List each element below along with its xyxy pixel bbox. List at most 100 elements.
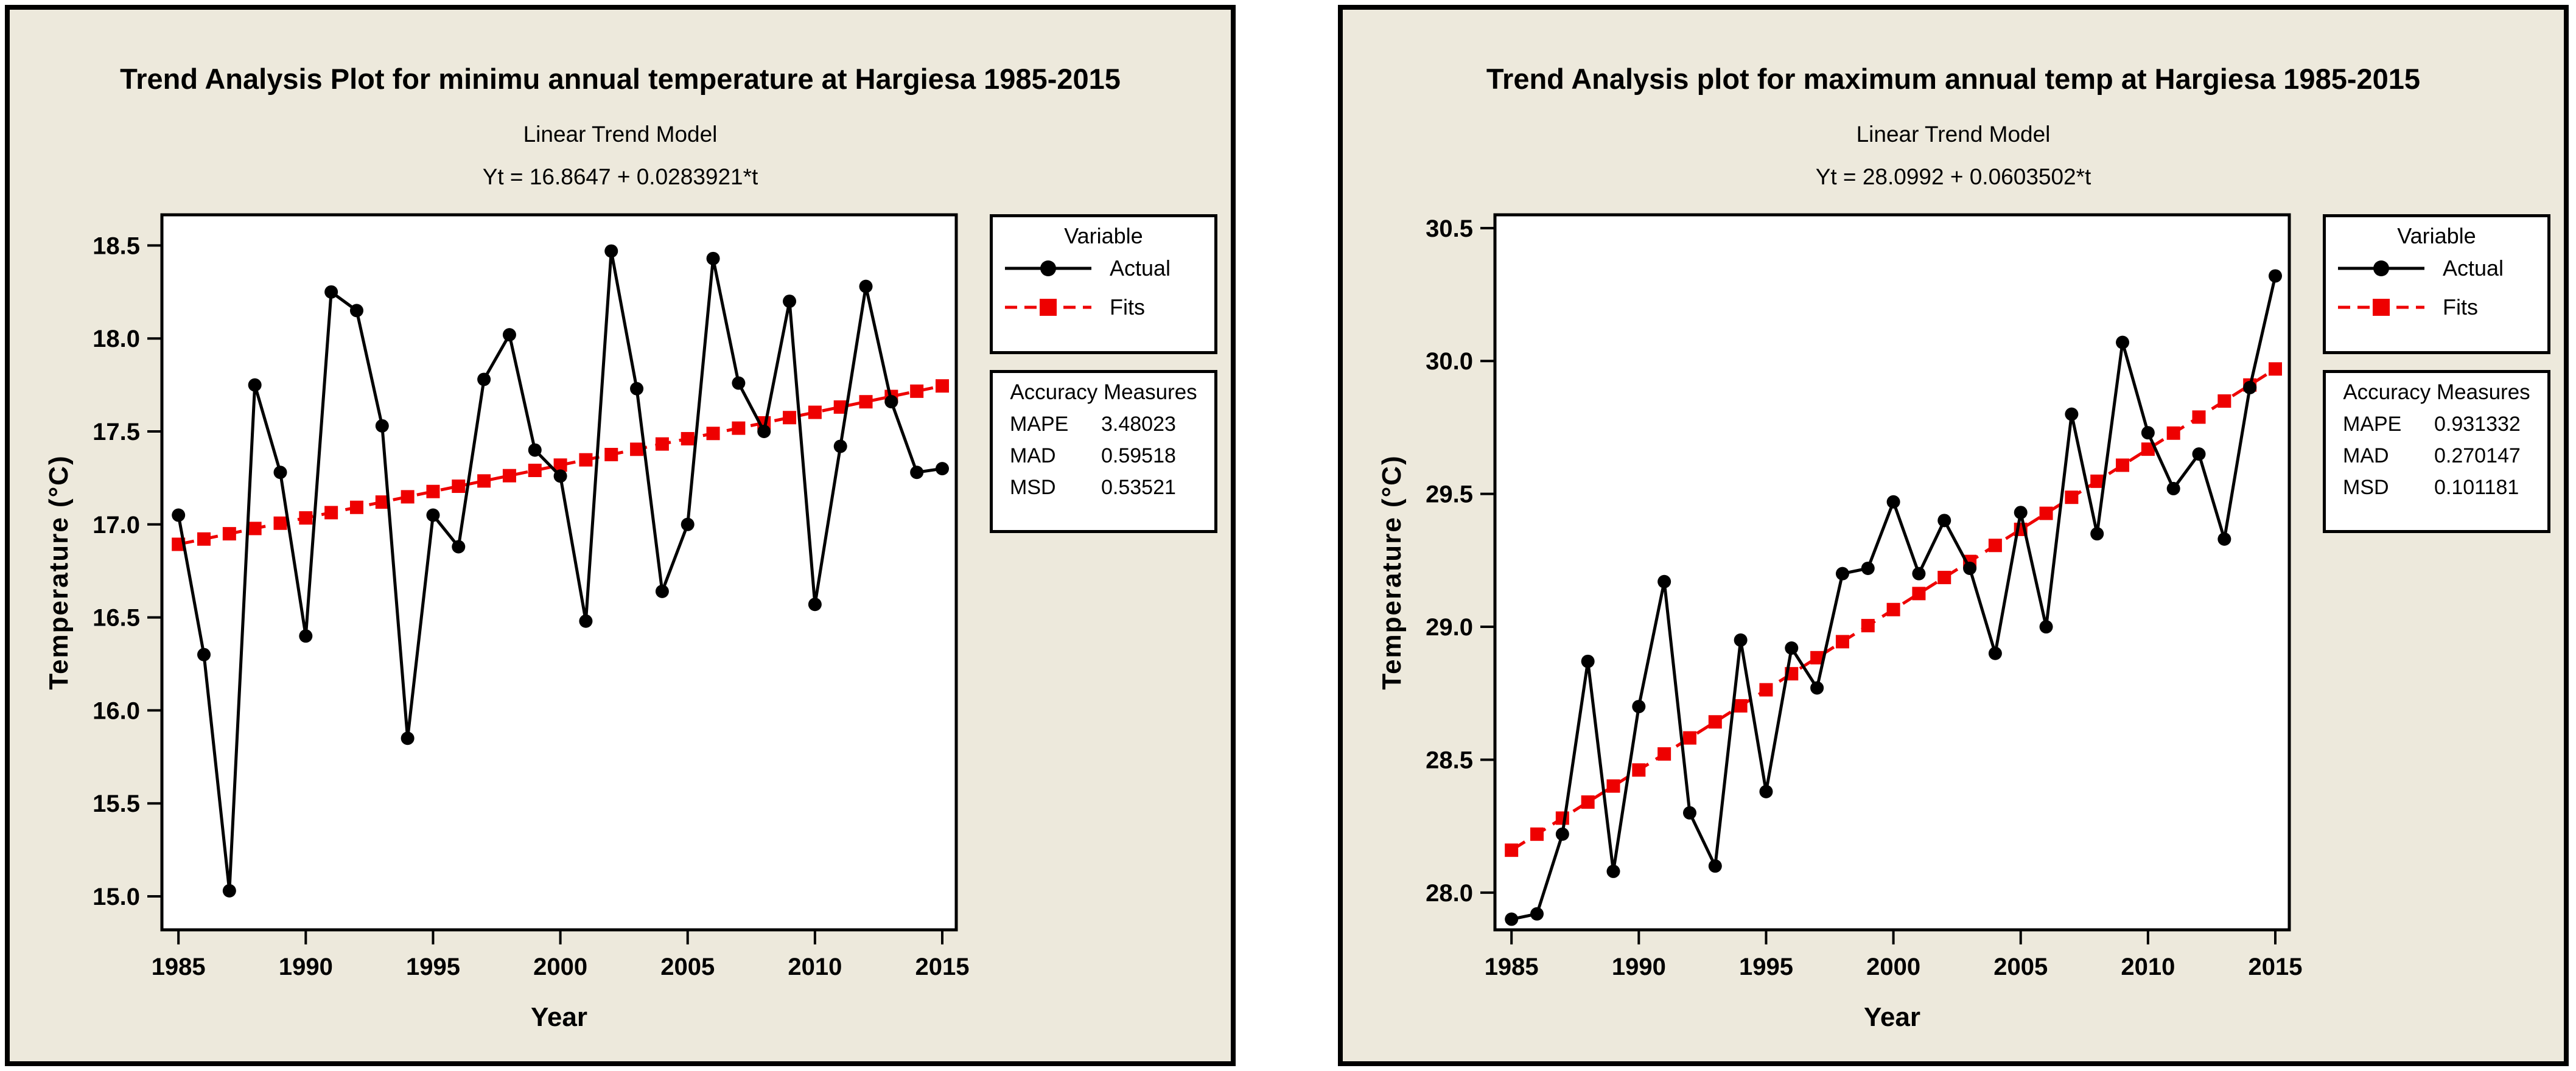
data-point: [706, 251, 720, 265]
data-point: [808, 598, 822, 612]
measure-name: MAPE: [2343, 413, 2402, 436]
fit-point: [324, 506, 338, 520]
fit-point: [2039, 506, 2053, 520]
fit-point: [248, 522, 262, 536]
measure-name: MSD: [1010, 476, 1056, 499]
data-point: [732, 376, 746, 390]
data-point: [2014, 506, 2028, 520]
data-point: [2192, 447, 2206, 461]
data-point: [273, 466, 287, 480]
data-point: [1988, 646, 2002, 660]
x-tick-label: 2010: [788, 954, 842, 980]
data-point: [452, 540, 466, 554]
fit-point: [1988, 539, 2002, 553]
data-point: [2243, 380, 2257, 394]
data-point: [1734, 633, 1748, 647]
accuracy-row-mape: MAPE 3.48023: [993, 405, 1214, 436]
fit-point: [681, 431, 695, 445]
fit-point: [1682, 731, 1696, 745]
fit-point: [1861, 619, 1875, 633]
data-point: [579, 614, 593, 628]
data-point: [401, 731, 415, 745]
fit-point: [630, 442, 644, 456]
fit-point: [2192, 410, 2206, 424]
data-point: [2090, 527, 2104, 541]
plot-area: [162, 215, 956, 930]
data-point: [1912, 567, 1926, 581]
panel-min-temp-chart: 18.5 18.0 17.5 17.0 16.5 16.0 15.5 15.0 1985 1990…: [5, 5, 1236, 1066]
fit-point: [1912, 587, 1926, 601]
fit-point: [299, 511, 313, 525]
page-title: Trend Analysis plot for maximum annual t…: [1486, 63, 2421, 95]
x-tick-label: 2005: [1993, 954, 2048, 980]
accuracy-row-msd: MSD 0.101181: [2326, 468, 2547, 500]
data-point: [426, 508, 440, 522]
max-temp-plot: 30.5 30.0 29.5 29.0 28.5 28.0 1985 1990 1995 2000…: [1377, 213, 2302, 1032]
data-point: [299, 629, 313, 643]
data-point: [1505, 912, 1519, 926]
data-point: [375, 419, 389, 433]
fit-point: [808, 405, 822, 419]
x-tick-label: 1995: [1739, 954, 1793, 980]
y-tick-label: 15.0: [93, 884, 140, 910]
fit-point: [833, 400, 847, 414]
data-point: [935, 462, 949, 476]
x-tick-label: 2000: [533, 954, 587, 980]
accuracy-row-msd: MSD 0.53521: [993, 468, 1214, 500]
fit-point: [1937, 571, 1951, 585]
fit-point: [222, 527, 236, 541]
y-tick-label: 17.0: [93, 512, 140, 539]
data-point: [222, 884, 236, 898]
data-point: [910, 466, 924, 480]
legend: Variable Actual Fits: [2323, 214, 2550, 354]
fit-point: [273, 516, 287, 530]
data-point: [1657, 574, 1671, 588]
data-point: [2065, 407, 2079, 421]
legend: Variable Actual Fits: [990, 214, 1217, 354]
legend-item-fits: Fits: [993, 288, 1214, 327]
fit-point: [1708, 715, 1722, 729]
measure-value: 3.48023: [1101, 413, 1176, 436]
fit-point: [579, 453, 593, 467]
fit-point: [553, 458, 567, 472]
y-tick-label: 16.0: [93, 697, 140, 724]
data-point: [1785, 641, 1799, 655]
measure-name: MAPE: [1010, 413, 1069, 436]
fit-point: [732, 421, 746, 435]
y-tick-label: 17.5: [93, 419, 140, 445]
data-point: [757, 425, 771, 439]
measure-name: MSD: [2343, 476, 2389, 499]
x-tick-label: 1990: [279, 954, 333, 980]
fit-point: [1505, 843, 1519, 857]
actual-series-glyph-icon: [2338, 260, 2424, 276]
legend-label: Fits: [2443, 295, 2478, 319]
fit-point: [2116, 458, 2130, 472]
x-tick-label: 1990: [1612, 954, 1666, 980]
data-point: [1555, 827, 1569, 841]
plot-border: [160, 213, 958, 932]
fit-point: [197, 532, 211, 546]
data-point: [1810, 681, 1824, 695]
fit-point: [935, 379, 949, 393]
fit-point: [375, 495, 389, 509]
data-point: [1886, 495, 1900, 509]
data-point: [172, 508, 186, 522]
accuracy-row-mape: MAPE 0.931332: [2326, 405, 2547, 436]
fit-point: [1810, 651, 1824, 665]
data-point: [1861, 561, 1875, 575]
fit-point: [426, 484, 440, 498]
actual-series-glyph-icon: [1005, 260, 1091, 276]
data-point: [2116, 335, 2130, 349]
fit-point: [1759, 683, 1773, 697]
fit-point: [502, 469, 516, 483]
x-tick-label: 2000: [1866, 954, 1920, 980]
y-axis-title: Temperature (°C): [44, 455, 74, 689]
data-point: [528, 443, 542, 457]
x-tick-label: 1985: [1485, 954, 1539, 980]
data-point: [1759, 784, 1773, 798]
data-point: [604, 244, 618, 258]
data-point: [833, 439, 847, 453]
data-point: [1937, 514, 1951, 528]
fits-series: [172, 379, 949, 551]
